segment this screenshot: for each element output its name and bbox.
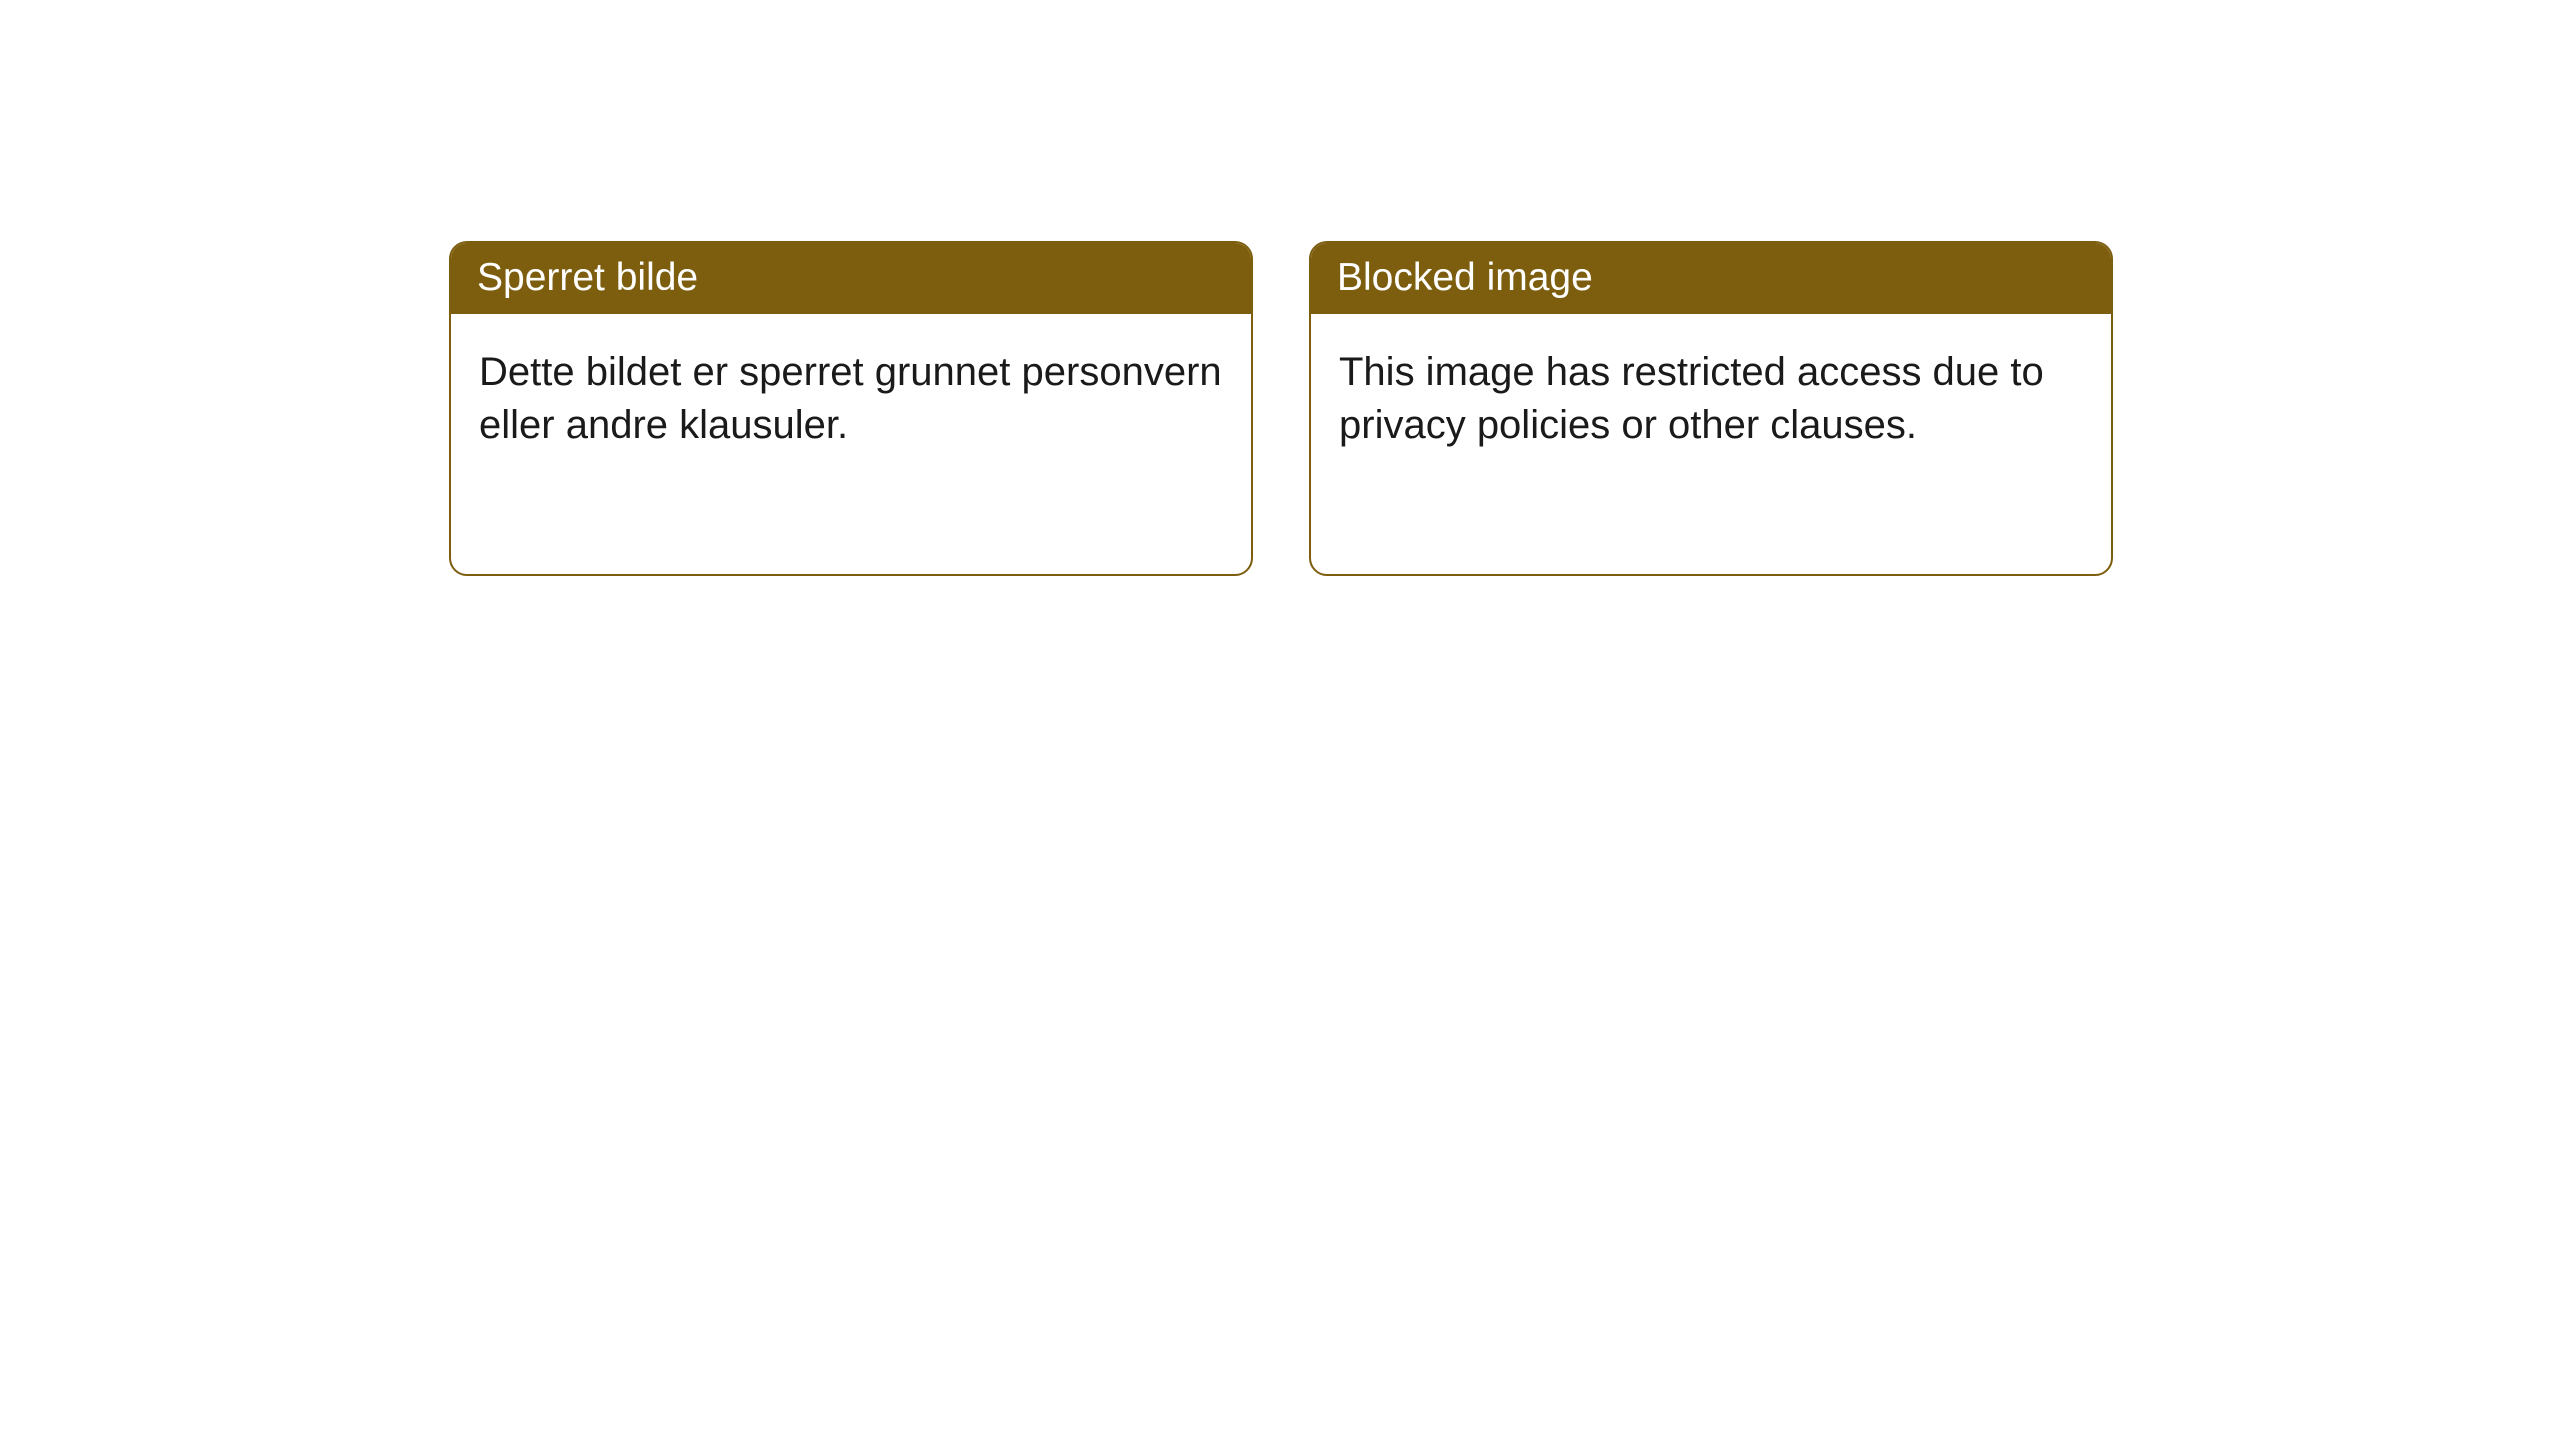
card-title: Sperret bilde — [477, 256, 698, 299]
card-header: Sperret bilde — [451, 243, 1251, 314]
card-body-text: Dette bildet er sperret grunnet personve… — [479, 350, 1222, 447]
card-body: This image has restricted access due to … — [1311, 314, 2111, 484]
card-body: Dette bildet er sperret grunnet personve… — [451, 314, 1251, 484]
card-body-text: This image has restricted access due to … — [1339, 350, 2044, 447]
card-header: Blocked image — [1311, 243, 2111, 314]
notice-cards-container: Sperret bilde Dette bildet er sperret gr… — [0, 0, 2560, 576]
card-title: Blocked image — [1337, 256, 1593, 299]
notice-card-english: Blocked image This image has restricted … — [1309, 241, 2113, 576]
notice-card-norwegian: Sperret bilde Dette bildet er sperret gr… — [449, 241, 1253, 576]
